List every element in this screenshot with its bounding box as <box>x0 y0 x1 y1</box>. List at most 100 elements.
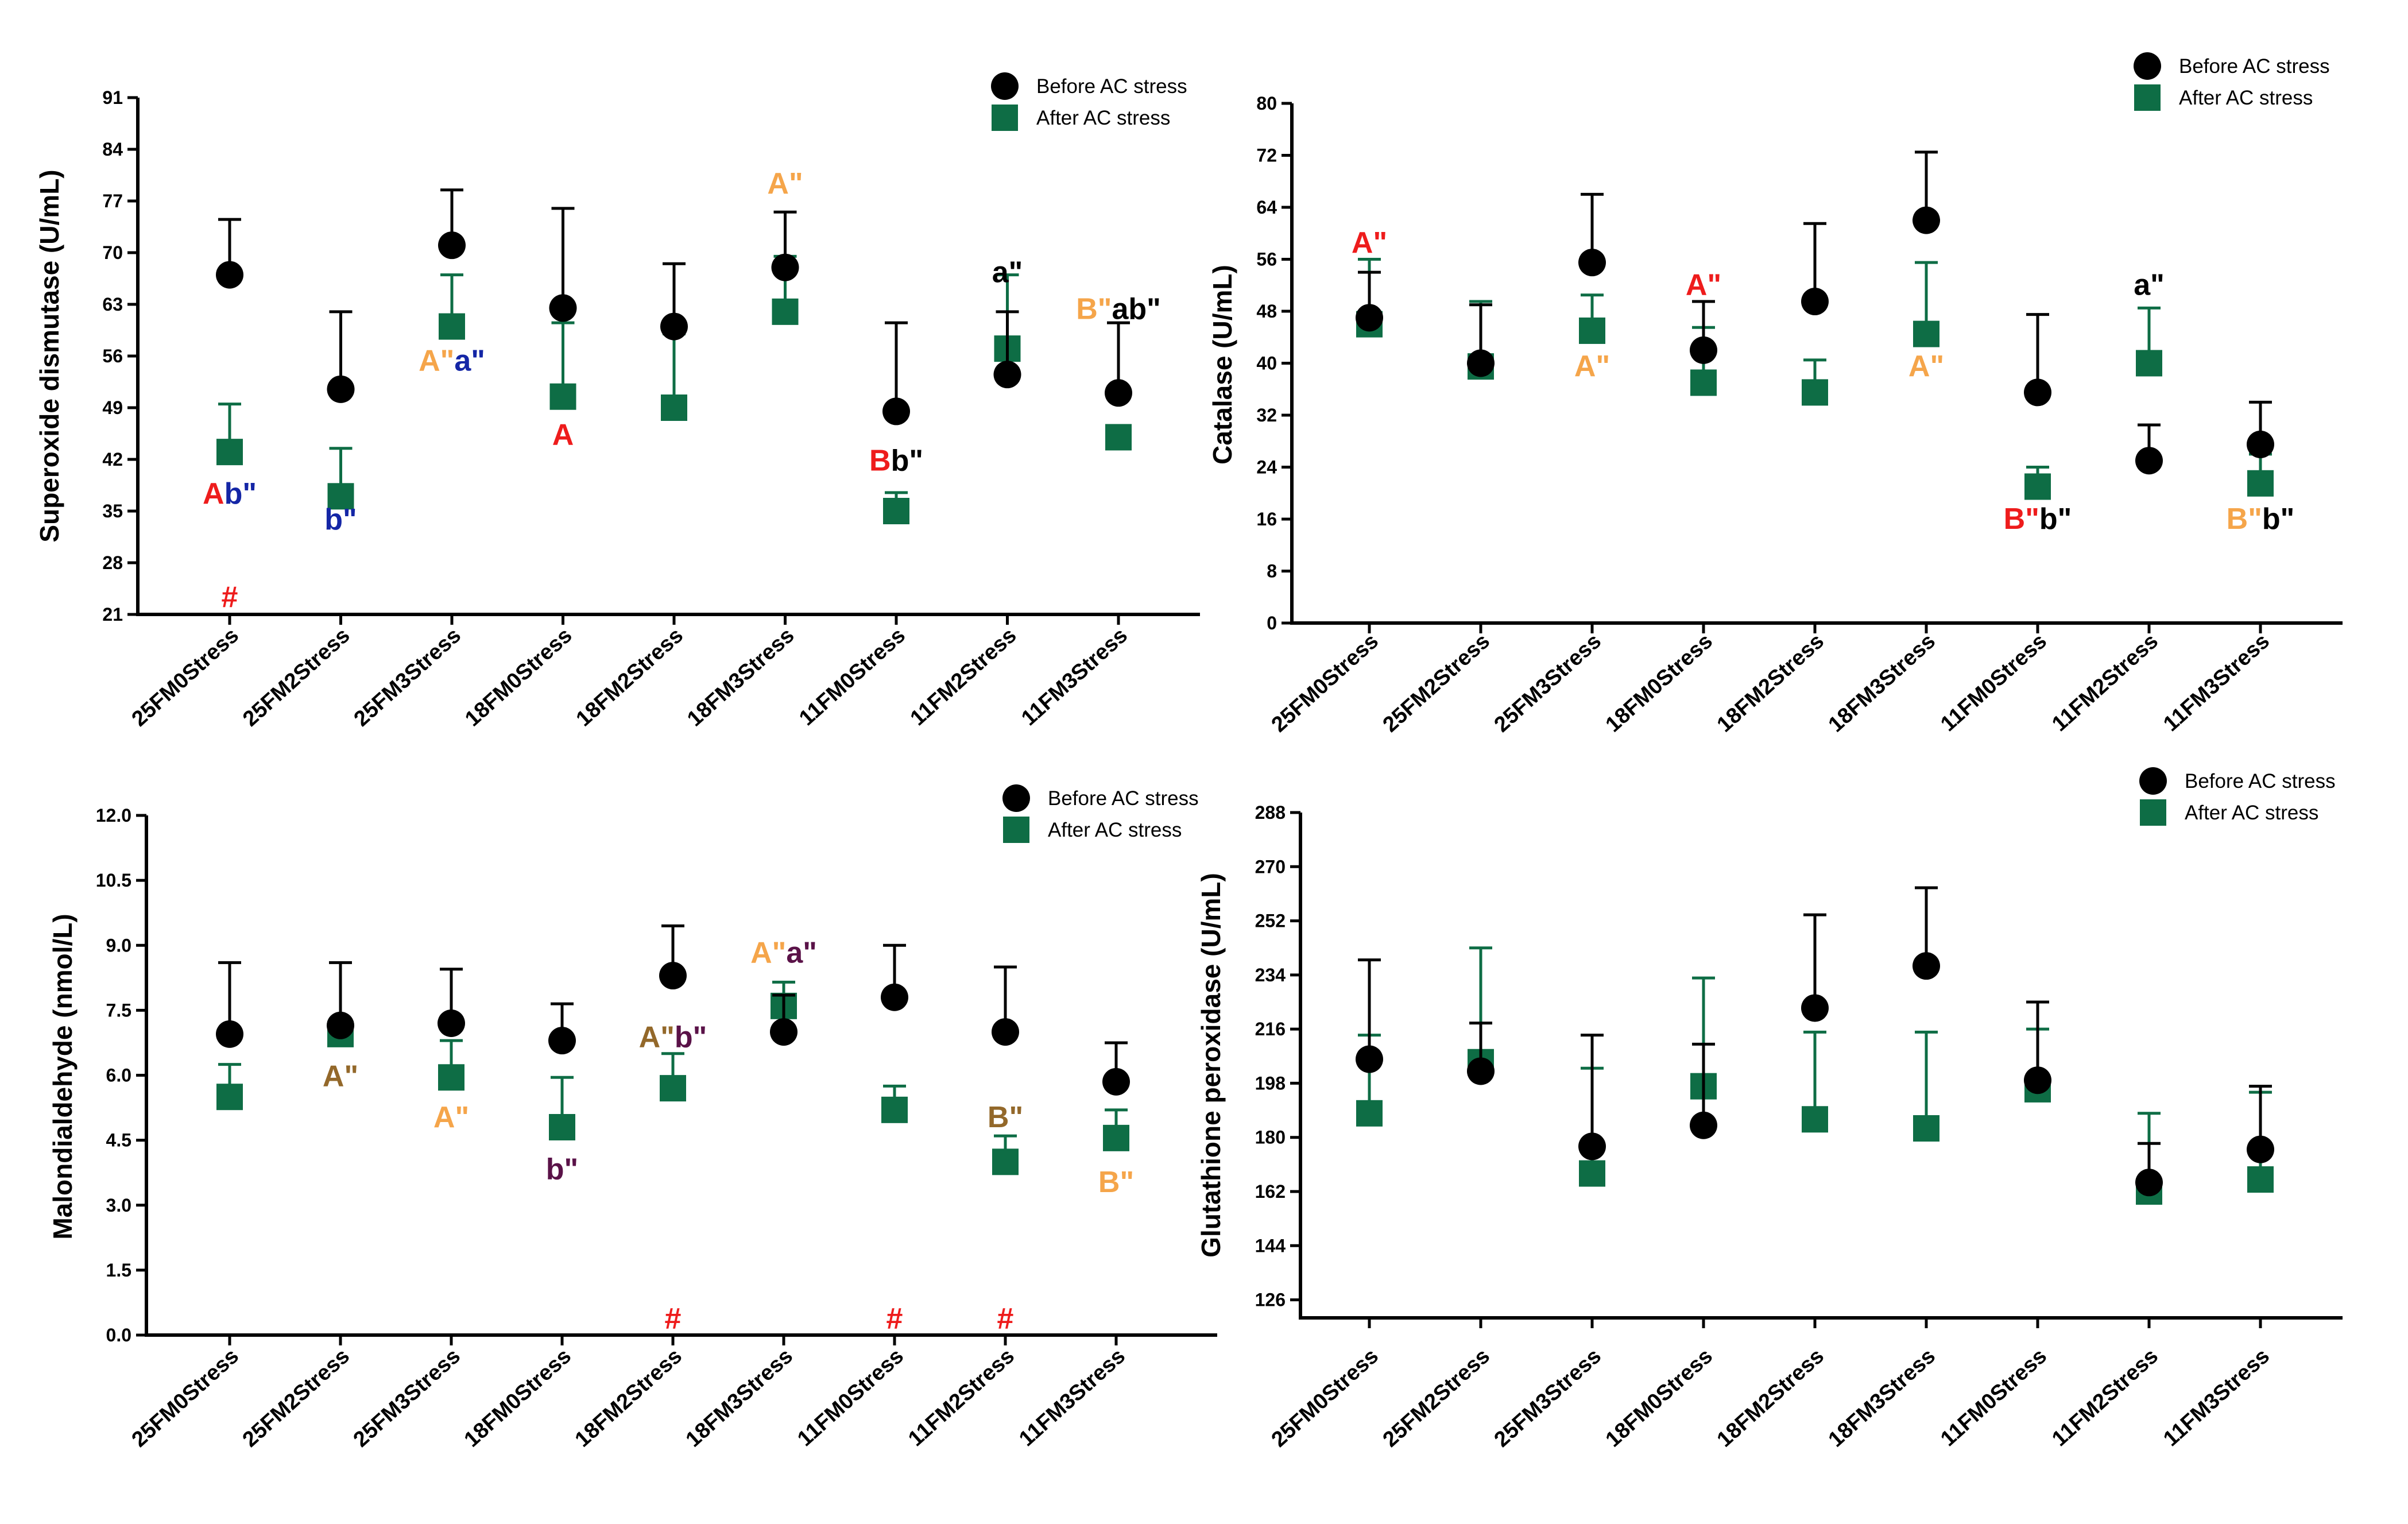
chart-panel-1: 21 28 35 42 49 56 63 70 77 84 91 Superoxide dismuta… <box>34 72 1200 732</box>
y-tick-label: 40 <box>1256 353 1277 374</box>
x-tick-label: 25FM3Stress <box>1490 629 1606 737</box>
data-point-after <box>216 1084 243 1111</box>
significance-label-part: b" <box>2039 502 2072 536</box>
significance-label-part: b" <box>224 477 257 510</box>
x-tick-label: 11FM2Stress <box>2047 629 2163 736</box>
data-point-before <box>1102 1067 1130 1096</box>
x-tick-label: 11FM3Stress <box>1017 623 1132 730</box>
series-before <box>216 188 1132 426</box>
significance-label-part: # <box>222 581 238 614</box>
y-tick-label: 144 <box>1255 1235 1286 1256</box>
significance-label-part: A" <box>1574 350 1610 383</box>
y-tick-label: 198 <box>1255 1073 1286 1093</box>
data-point-before <box>1913 952 1940 980</box>
y-tick-label: 63 <box>102 294 123 315</box>
y-tick-label: 56 <box>102 346 123 366</box>
significance-label-part: b" <box>675 1020 707 1054</box>
significance-label: B"b" <box>2004 502 2072 536</box>
series-after <box>216 980 1129 1175</box>
significance-label-part: B" <box>988 1101 1023 1134</box>
y-tick-label: 1.5 <box>106 1260 131 1281</box>
x-tick-label: 18FM0Stress <box>1601 629 1717 737</box>
x-tick-label: 11FM3Stress <box>1015 1344 1130 1451</box>
significance-label-part: a" <box>454 345 485 378</box>
legend-label-after: After AC stress <box>1048 819 1182 841</box>
significance-label-part: A" <box>1686 269 1721 302</box>
data-point-before <box>2247 1135 2274 1163</box>
x-tick-label: 18FM3Stress <box>1824 629 1940 737</box>
data-point-after <box>660 1075 686 1102</box>
significance-label: A"b" <box>639 1020 707 1054</box>
significance-label-part: b" <box>2262 502 2294 536</box>
significance-label-part: # <box>665 1302 682 1336</box>
y-tick-label: 84 <box>102 139 123 160</box>
x-tick-label: 18FM3Stress <box>1824 1344 1940 1452</box>
significance-label-part: A" <box>1352 226 1387 260</box>
x-tick-label: 18FM0Stress <box>460 1344 576 1452</box>
legend-label-before: Before AC stress <box>2179 55 2330 78</box>
series-before <box>1356 150 2274 475</box>
y-tick-label: 24 <box>1256 457 1277 478</box>
data-point-after <box>881 1096 908 1123</box>
data-point-before <box>2135 447 2163 475</box>
significance-label-part: b" <box>891 444 923 477</box>
chart-panel-3: 0.0 1.5 3.0 4.5 6.0 7.5 9.0 10.5 12.0 Malondialde… <box>48 784 1217 1452</box>
y-tick-label: 64 <box>1256 197 1277 218</box>
significance-label: A" <box>1352 226 1387 260</box>
legend-marker-after <box>2140 799 2166 826</box>
x-tick-label: 11FM0Stress <box>793 1344 908 1451</box>
data-point-before <box>1105 379 1132 407</box>
data-point-before <box>771 253 799 281</box>
y-tick-label: 288 <box>1255 802 1286 823</box>
data-point-before <box>2024 378 2051 407</box>
legend: Before AC stress After AC stress <box>1002 784 1199 843</box>
y-tick-label: 8 <box>1267 561 1277 582</box>
y-axis-label: Catalase (U/mL) <box>1207 265 1237 465</box>
significance-label-part: b" <box>546 1153 578 1186</box>
data-point-after <box>1356 1100 1383 1127</box>
y-axis-label: Glutathione peroxidase (U/mL) <box>1196 873 1226 1258</box>
y-axis-label: Malondialdehyde (nmol/L) <box>48 914 78 1239</box>
y-tick-label: 126 <box>1255 1290 1286 1310</box>
significance-label-part: A" <box>767 167 803 200</box>
significance-label: A"a" <box>750 936 817 969</box>
significance-label: B" <box>1098 1166 1134 1199</box>
significance-label: b" <box>546 1153 578 1186</box>
significance-label-part: a" <box>786 936 817 969</box>
data-point-after <box>1105 424 1132 451</box>
significance-label: B"b" <box>2227 502 2295 536</box>
data-point-before <box>548 1027 576 1055</box>
legend-label-before: Before AC stress <box>1048 787 1199 810</box>
legend: Before AC stress After AC stress <box>991 72 1187 131</box>
significance-label-part: ab" <box>1112 293 1160 326</box>
significance-label-part: # <box>997 1302 1014 1336</box>
y-tick-label: 16 <box>1256 509 1277 529</box>
data-point-before <box>993 361 1021 389</box>
data-point-after <box>1579 317 1605 344</box>
significance-label: B"ab" <box>1076 293 1161 326</box>
y-tick-label: 270 <box>1255 856 1286 877</box>
y-tick-label: 35 <box>102 501 123 521</box>
y-tick-label: 162 <box>1255 1181 1286 1202</box>
x-tick-label: 25FM0Stress <box>1267 1344 1383 1452</box>
y-tick-label: 3.0 <box>106 1195 131 1216</box>
data-point-after <box>438 1064 464 1091</box>
data-point-before <box>1801 994 1829 1022</box>
significance-label: A" <box>1908 350 1944 383</box>
significance-label-part: A" <box>433 1101 469 1134</box>
data-point-after <box>439 313 465 340</box>
x-tick-label: 25FM2Stress <box>238 623 354 731</box>
significance-label-part: A <box>552 418 574 451</box>
legend-marker-before <box>1002 784 1030 812</box>
y-tick-label: 234 <box>1255 965 1286 985</box>
legend-label-after: After AC stress <box>2179 87 2313 109</box>
legend-label-before: Before AC stress <box>2185 770 2336 792</box>
x-tick-label: 18FM2Stress <box>1713 1344 1829 1452</box>
y-tick-label: 9.0 <box>106 935 131 956</box>
series-before <box>1356 886 2274 1197</box>
y-tick-label: 252 <box>1255 911 1286 931</box>
data-point-after <box>2247 1166 2274 1193</box>
x-tick-label: 18FM0Stress <box>460 623 576 731</box>
legend-label-before: Before AC stress <box>1036 75 1187 98</box>
y-tick-label: 48 <box>1256 301 1277 322</box>
